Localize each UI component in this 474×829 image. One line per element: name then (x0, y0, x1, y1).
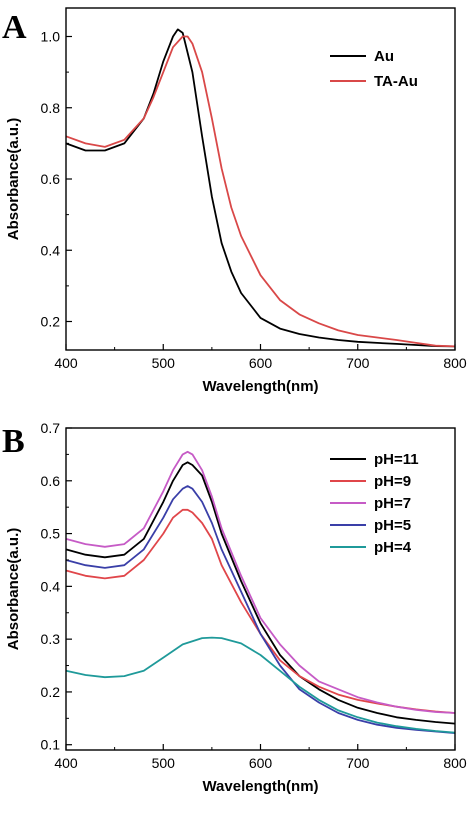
x-tick-label: 400 (54, 755, 78, 771)
panel-label: B (2, 423, 25, 460)
y-axis-label: Absorbance(a.u.) (5, 118, 22, 241)
y-tick-label: 0.6 (41, 473, 61, 489)
y-tick-label: 0.5 (41, 526, 61, 542)
legend-entry: pH=7 (374, 495, 411, 512)
legend-entry: pH=9 (374, 473, 411, 490)
legend-entry: pH=4 (374, 539, 412, 556)
y-tick-label: 0.8 (41, 100, 61, 116)
x-tick-label: 800 (443, 355, 467, 371)
x-tick-label: 700 (346, 755, 370, 771)
series-line-pH=11 (65, 461, 456, 725)
panel-label: A (2, 9, 27, 46)
y-tick-label: 0.3 (41, 631, 61, 647)
chart-panel-B: B 400 500 600 700 800 0.1 0.2 0.3 0.4 0.5 0.6 0.7 Wav… (2, 420, 467, 795)
y-tick-label: 0.2 (41, 684, 61, 700)
series-line-pH=7 (65, 450, 456, 714)
y-tick-label: 0.4 (41, 242, 61, 258)
y-tick-label: 0.4 (41, 578, 61, 594)
y-tick-label: 0.7 (41, 420, 61, 436)
x-tick-label: 600 (249, 755, 273, 771)
series-line-pH=5 (65, 485, 456, 734)
x-tick-label: 800 (443, 755, 467, 771)
x-tick-label: 400 (54, 355, 78, 371)
x-axis-label: Wavelength(nm) (202, 778, 318, 795)
x-tick-label: 700 (346, 355, 370, 371)
x-tick-label: 500 (152, 755, 176, 771)
x-tick-label: 500 (152, 355, 176, 371)
x-axis-label: Wavelength(nm) (202, 378, 318, 395)
legend: pH=11 pH=9 pH=7 pH=5 pH=4 (330, 451, 419, 556)
y-tick-label: 0.2 (41, 314, 61, 330)
y-tick-label: 0.6 (41, 171, 61, 187)
chart-panel-A: A 400 500 600 700 800 0.2 0.4 0.6 0.8 1.0 Wavelengt… (2, 7, 467, 395)
y-tick-label: 0.1 (41, 737, 61, 753)
series-line-pH=4 (65, 636, 456, 734)
x-tick-label: 600 (249, 355, 273, 371)
plot-frame (65, 7, 456, 351)
y-tick-label: 1.0 (41, 29, 61, 45)
legend-entry: pH=5 (374, 517, 411, 534)
legend-entry: TA-Au (374, 73, 418, 90)
legend: Au TA-Au (330, 48, 418, 90)
legend-entry: Au (374, 48, 394, 65)
legend-entry: pH=11 (374, 451, 419, 468)
series-line-TA-Au (65, 35, 456, 348)
series-line-pH=9 (65, 508, 456, 714)
y-axis-label: Absorbance(a.u.) (5, 528, 22, 651)
